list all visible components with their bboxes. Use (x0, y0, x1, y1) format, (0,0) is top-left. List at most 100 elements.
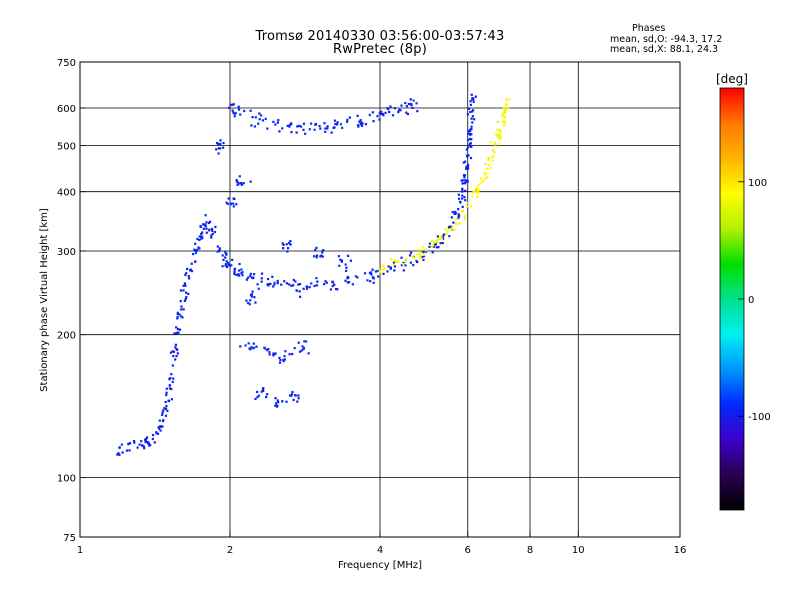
data-point (461, 190, 464, 193)
data-point (225, 252, 228, 255)
data-point (176, 352, 179, 355)
data-point (240, 181, 243, 185)
data-point (216, 141, 219, 145)
data-point (174, 358, 177, 361)
data-point (305, 287, 309, 290)
data-point (172, 350, 176, 353)
data-point (457, 208, 460, 211)
data-point (117, 452, 120, 455)
data-point (187, 292, 190, 295)
data-point (283, 280, 286, 283)
data-point (198, 247, 201, 250)
data-point (437, 246, 440, 249)
y-tick-label: 75 (63, 533, 76, 544)
data-point (182, 284, 185, 287)
data-point (168, 378, 171, 381)
data-point (120, 443, 123, 446)
data-point (128, 449, 131, 452)
data-point (313, 128, 316, 131)
data-point (501, 120, 505, 123)
data-point (185, 272, 188, 275)
data-point (308, 286, 311, 289)
data-point (230, 202, 233, 205)
data-point (476, 195, 479, 198)
data-point (141, 444, 144, 447)
data-point (193, 260, 197, 263)
data-point (469, 110, 472, 114)
data-point (384, 111, 387, 114)
data-point (219, 142, 222, 146)
data-point (450, 216, 453, 219)
data-point (180, 305, 183, 308)
data-point (393, 265, 397, 268)
data-point (260, 390, 263, 393)
data-point (268, 351, 271, 354)
data-point (181, 316, 184, 319)
data-point (463, 215, 466, 218)
data-point (325, 281, 328, 284)
data-point (267, 347, 270, 351)
data-point (210, 234, 213, 237)
data-point (489, 167, 492, 170)
data-point (200, 235, 203, 238)
data-point (354, 275, 357, 278)
data-point (232, 103, 235, 106)
data-point (184, 297, 187, 300)
data-point (176, 327, 180, 331)
data-point (260, 280, 263, 283)
data-point (484, 177, 487, 180)
data-point (492, 155, 495, 158)
data-point (470, 125, 473, 128)
data-point (242, 182, 245, 185)
data-point (462, 161, 465, 164)
data-point (446, 230, 449, 233)
data-point (419, 254, 422, 257)
data-point (393, 107, 397, 110)
data-point (296, 400, 299, 403)
data-point (466, 179, 469, 182)
data-point (436, 235, 439, 238)
data-point (450, 228, 453, 231)
data-point (457, 216, 460, 220)
data-point (502, 106, 506, 109)
x-tick-label: 16 (674, 545, 687, 556)
data-point (341, 126, 344, 129)
y-tick-label: 500 (57, 142, 76, 153)
data-point (280, 283, 283, 286)
data-point (411, 106, 414, 110)
data-point (164, 400, 167, 404)
data-point (461, 182, 464, 185)
data-point (295, 289, 298, 292)
data-point (455, 217, 458, 221)
data-point (392, 263, 395, 266)
data-point (425, 248, 428, 251)
data-point (463, 196, 466, 199)
data-point (277, 118, 280, 122)
data-point (156, 432, 160, 435)
data-point (128, 442, 132, 445)
data-point (289, 243, 292, 246)
data-point (202, 223, 205, 226)
data-point (402, 261, 405, 265)
data-point (486, 176, 489, 179)
data-point (222, 258, 225, 262)
data-point (430, 245, 433, 248)
data-point (348, 281, 351, 284)
data-point (422, 250, 425, 254)
data-point (480, 181, 483, 184)
data-point (405, 105, 408, 108)
data-point (499, 130, 502, 133)
data-point (164, 407, 168, 410)
data-point (464, 160, 467, 163)
data-point (261, 387, 265, 390)
data-point (225, 265, 229, 269)
data-point (286, 250, 289, 253)
data-point (347, 254, 350, 257)
data-point (174, 343, 177, 346)
y-tick-label: 600 (57, 104, 76, 115)
data-point (422, 253, 425, 256)
data-point (256, 390, 259, 394)
data-point (371, 111, 374, 114)
data-point (483, 172, 486, 175)
data-point (176, 331, 180, 334)
